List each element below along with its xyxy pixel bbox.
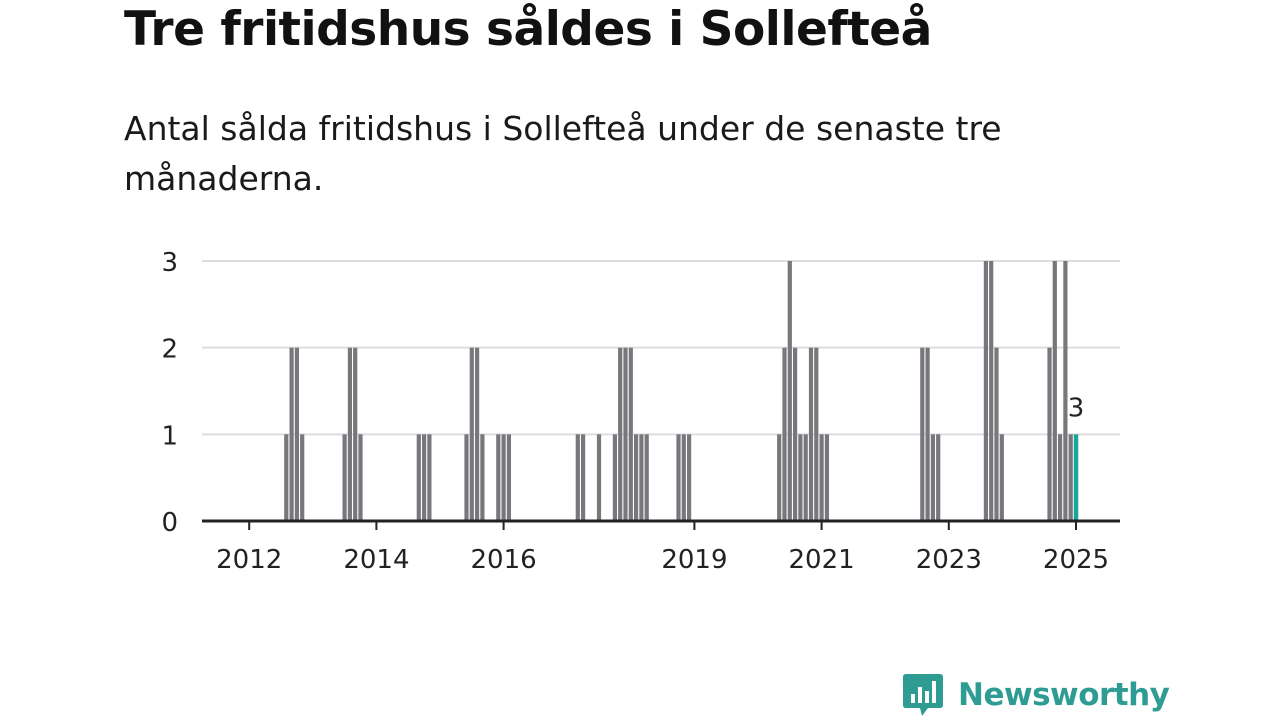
- chart-subtitle: Antal sålda fritidshus i Sollefteå under…: [124, 109, 1002, 198]
- x-tick-label: 2012: [216, 545, 282, 575]
- grid-lines: [202, 260, 1120, 436]
- bar: [469, 347, 474, 521]
- bar: [819, 434, 824, 521]
- bar-chart: 0 1 2 3 3 2012 2014 2016 2019 2021 2023 2025: [161, 248, 1120, 575]
- bar: [994, 347, 999, 521]
- bar: [787, 261, 792, 521]
- y-tick-label: 3: [161, 248, 178, 278]
- bar: [782, 347, 787, 521]
- bar: [803, 434, 808, 521]
- bar: [575, 434, 580, 521]
- bar: [427, 434, 432, 521]
- bar: [999, 434, 1004, 521]
- bar: [634, 434, 639, 521]
- bar: [480, 434, 485, 521]
- bar: [618, 347, 623, 521]
- bar: [1068, 434, 1073, 521]
- bar: [416, 434, 421, 521]
- bar: [814, 347, 819, 521]
- y-tick-label: 1: [161, 421, 178, 451]
- x-tick-label: 2023: [916, 545, 982, 575]
- bar: [808, 347, 814, 521]
- bar: [623, 347, 628, 521]
- x-tick-label: 2014: [343, 545, 409, 575]
- bars: [284, 261, 1079, 521]
- bar: [639, 434, 644, 521]
- bar: [777, 434, 782, 521]
- bar: [496, 434, 501, 521]
- bar: [284, 434, 289, 521]
- bar: [644, 434, 649, 521]
- axes: [202, 519, 1120, 530]
- bar: [681, 434, 686, 521]
- bar: [920, 347, 925, 521]
- bar: [475, 347, 480, 521]
- bar: [1047, 347, 1052, 521]
- bar: [983, 261, 988, 521]
- bar: [612, 434, 617, 521]
- bar: [628, 347, 633, 521]
- bar: [581, 434, 586, 521]
- x-tick-label: 2021: [789, 545, 855, 575]
- bar: [422, 434, 427, 521]
- bar: [1063, 261, 1068, 521]
- chart-title: Tre fritidshus såldes i Sollefteå: [124, 2, 932, 57]
- bar: [989, 261, 994, 521]
- bar: [1052, 261, 1057, 521]
- bar: [930, 434, 935, 521]
- x-tick-label: 2016: [471, 545, 537, 575]
- bar: [936, 434, 941, 521]
- bar: [506, 434, 511, 521]
- bar: [676, 434, 681, 521]
- bar: [925, 347, 930, 521]
- highlighted-bar: [1073, 434, 1079, 521]
- newsworthy-logo-icon: [903, 674, 943, 716]
- x-tick-label: 2025: [1043, 545, 1109, 575]
- bar: [342, 434, 347, 521]
- bar: [501, 434, 506, 521]
- bar: [464, 434, 469, 521]
- bar: [596, 434, 602, 521]
- bar: [798, 434, 803, 521]
- x-tick-label: 2019: [661, 545, 727, 575]
- brand-name: Newsworthy: [958, 677, 1170, 713]
- bar: [1058, 434, 1063, 521]
- y-tick-label: 0: [161, 508, 178, 538]
- bar: [289, 347, 294, 521]
- bar: [353, 347, 358, 521]
- bar: [347, 347, 352, 521]
- y-tick-label: 2: [161, 335, 178, 365]
- bar: [294, 347, 299, 521]
- highlight-value-label: 3: [1068, 393, 1085, 423]
- axis-labels: 0 1 2 3 3 2012 2014 2016 2019 2021 2023 2025: [161, 248, 1109, 575]
- bar: [687, 434, 692, 521]
- bar: [358, 434, 363, 521]
- brand-logo: Newsworthy: [902, 670, 1170, 720]
- bar: [300, 434, 305, 521]
- bar: [824, 434, 829, 521]
- bar: [793, 347, 798, 521]
